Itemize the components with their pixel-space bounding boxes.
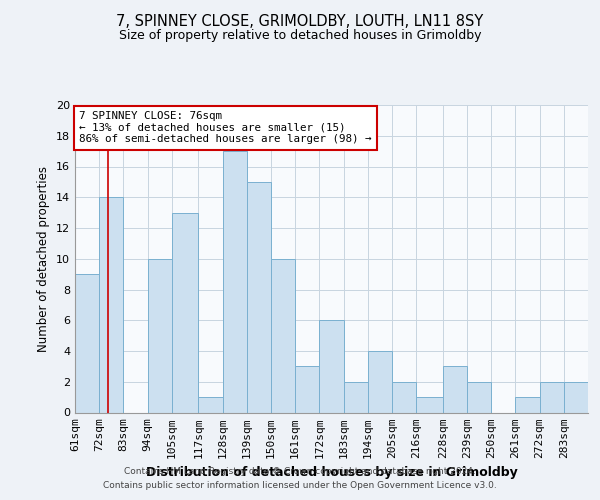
Bar — [99, 197, 124, 412]
Text: Contains HM Land Registry data © Crown copyright and database right 2024.: Contains HM Land Registry data © Crown c… — [124, 467, 476, 476]
Bar — [564, 382, 588, 412]
Bar — [392, 382, 416, 412]
Bar — [443, 366, 467, 412]
Text: Size of property relative to detached houses in Grimoldby: Size of property relative to detached ho… — [119, 29, 481, 42]
Bar — [172, 212, 198, 412]
Bar — [271, 259, 295, 412]
Bar — [319, 320, 344, 412]
X-axis label: Distribution of detached houses by size in Grimoldby: Distribution of detached houses by size … — [146, 466, 517, 479]
Bar — [539, 382, 564, 412]
Bar — [344, 382, 368, 412]
Bar — [148, 259, 172, 412]
Text: 7 SPINNEY CLOSE: 76sqm
← 13% of detached houses are smaller (15)
86% of semi-det: 7 SPINNEY CLOSE: 76sqm ← 13% of detached… — [79, 111, 372, 144]
Y-axis label: Number of detached properties: Number of detached properties — [37, 166, 50, 352]
Bar — [467, 382, 491, 412]
Bar — [75, 274, 99, 412]
Bar — [198, 397, 223, 412]
Bar — [515, 397, 539, 412]
Bar — [368, 351, 392, 412]
Text: 7, SPINNEY CLOSE, GRIMOLDBY, LOUTH, LN11 8SY: 7, SPINNEY CLOSE, GRIMOLDBY, LOUTH, LN11… — [116, 14, 484, 29]
Bar — [416, 397, 443, 412]
Bar — [247, 182, 271, 412]
Bar — [223, 151, 247, 412]
Text: Contains public sector information licensed under the Open Government Licence v3: Contains public sector information licen… — [103, 481, 497, 490]
Bar — [295, 366, 319, 412]
